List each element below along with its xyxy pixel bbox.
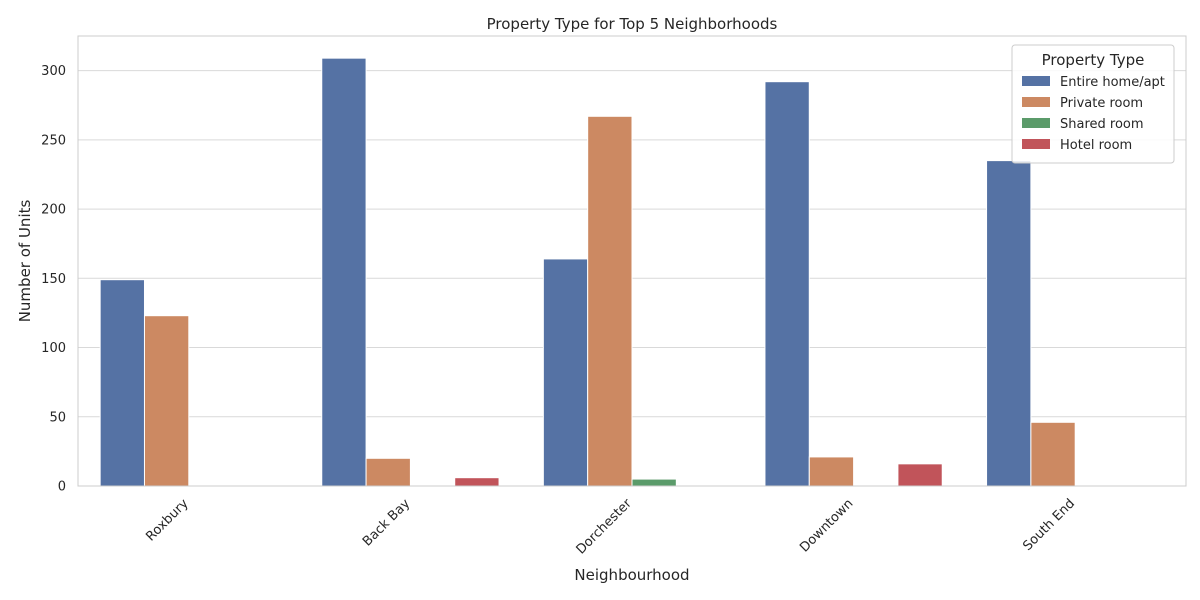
- legend: Property Type Entire home/apt Private roo…: [1011, 44, 1175, 164]
- bar-entire-home-apt: [986, 160, 1032, 487]
- bar-private-room: [143, 315, 190, 487]
- bar-entire-home-apt: [99, 279, 145, 487]
- y-tick-label: 50: [49, 410, 66, 425]
- legend-items: Entire home/apt Private room Shared room Ho…: [1022, 75, 1165, 153]
- legend-label: Shared room: [1060, 117, 1144, 132]
- legend-label: Entire home/apt: [1060, 75, 1165, 90]
- chart-title: Property Type for Top 5 Neighborhoods: [487, 15, 778, 33]
- bar-hotel-room: [897, 463, 943, 487]
- plot-frame: [77, 35, 1187, 487]
- x-tick-label: Roxbury: [143, 496, 191, 544]
- x-tick-label: South End: [1020, 496, 1078, 554]
- bar-entire-home-apt: [321, 57, 367, 487]
- bar-private-room: [1030, 421, 1076, 487]
- y-tick-label: 0: [58, 480, 66, 495]
- legend-title: Property Type: [1042, 51, 1145, 69]
- legend-swatch: [1022, 76, 1050, 86]
- legend-box: [1011, 44, 1175, 164]
- bar-entire-home-apt: [764, 81, 810, 487]
- y-tick-labels: 0 50 100 150 200 250 300: [41, 64, 66, 494]
- y-tick-label: 150: [41, 272, 66, 287]
- legend-label: Private room: [1060, 96, 1143, 111]
- x-tick-label: Back Bay: [360, 496, 413, 549]
- x-tick-label: Downtown: [797, 496, 856, 555]
- bar-private-room: [587, 115, 633, 487]
- bar-hotel-room: [454, 477, 500, 487]
- x-axis-title: Neighbourhood: [574, 566, 689, 584]
- y-axis-title: Number of Units: [16, 200, 34, 323]
- legend-swatch: [1022, 97, 1050, 107]
- legend-label: Hotel room: [1060, 138, 1132, 153]
- y-tick-label: 250: [41, 133, 66, 148]
- x-tick-labels: Roxbury Back Bay Dorchester Downtown South E…: [143, 496, 1078, 558]
- bar-private-room: [808, 456, 855, 487]
- y-tick-label: 100: [41, 341, 66, 356]
- bar-private-room: [365, 457, 411, 487]
- legend-swatch: [1022, 118, 1050, 128]
- x-tick-label: Dorchester: [574, 496, 636, 558]
- bar-entire-home-apt: [542, 258, 589, 487]
- legend-swatch: [1022, 139, 1050, 149]
- bars: [99, 57, 1076, 487]
- bar-shared-room: [631, 478, 677, 487]
- y-tick-label: 200: [41, 203, 66, 218]
- y-tick-label: 300: [41, 64, 66, 79]
